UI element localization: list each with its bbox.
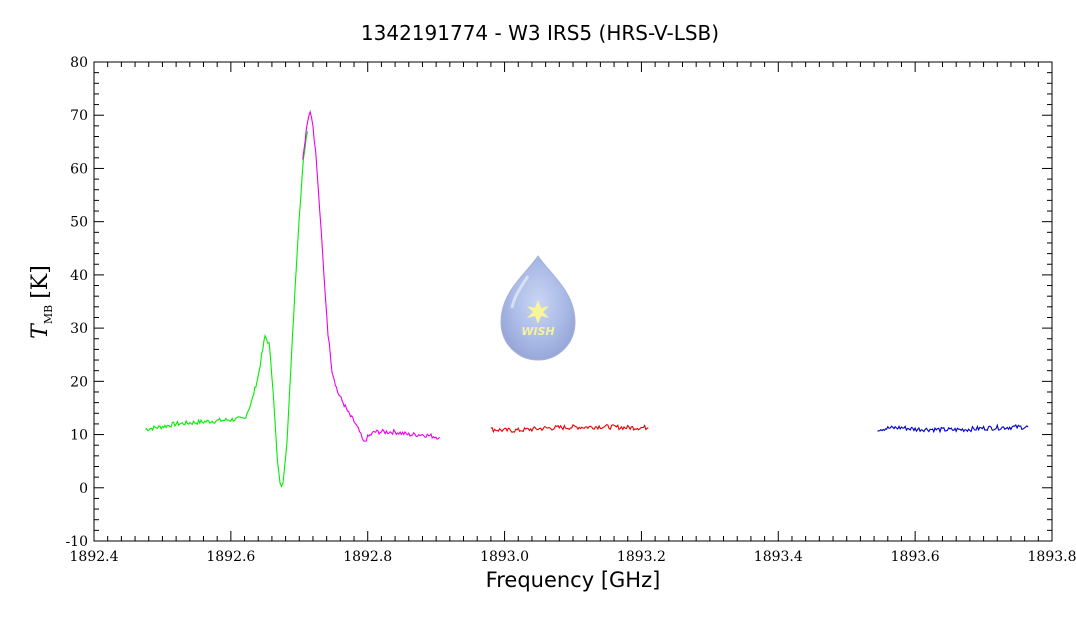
- y-tick-label: 10: [70, 428, 88, 444]
- y-axis-subscript: MB: [42, 305, 55, 324]
- x-tick-label: 1893.0: [480, 549, 529, 565]
- wish-logo: WISH: [500, 255, 576, 361]
- y-tick-label: 0: [79, 481, 88, 497]
- x-tick-label: 1893.4: [754, 549, 803, 565]
- svg-text:TMB[K]: TMB [K]: [28, 265, 55, 339]
- x-tick-label: 1892.4: [70, 549, 119, 565]
- y-tick-label: 50: [70, 215, 88, 231]
- x-tick-label: 1893.8: [1028, 549, 1076, 565]
- x-tick-label: 1892.8: [343, 549, 392, 565]
- y-tick-label: 20: [70, 374, 88, 390]
- star-icon: [527, 300, 549, 324]
- wish-logo-text: WISH: [521, 325, 554, 338]
- y-tick-label: 70: [70, 108, 88, 124]
- y-tick-labels: -10 0 10 20 30 40 50 60 70 80: [65, 55, 88, 550]
- drop-highlight-icon: [510, 275, 530, 309]
- y-axis-symbol: T: [28, 322, 53, 339]
- plot-frame: [93, 61, 1053, 542]
- x-tick-label: 1892.6: [206, 549, 255, 565]
- series-line-3: [490, 423, 649, 434]
- axis-ticks: [93, 61, 1053, 542]
- x-axis-label: Frequency [GHz]: [486, 568, 661, 592]
- x-tick-label: 1893.6: [891, 549, 940, 565]
- y-tick-label: 30: [70, 321, 88, 337]
- x-tick-label: 1893.2: [617, 549, 666, 565]
- series-line-4: [877, 423, 1029, 434]
- y-axis-unit: [K]: [28, 265, 53, 299]
- x-tick-labels: 1892.4 1892.6 1892.8 1893.0 1893.2 1893.4 1893…: [70, 549, 1076, 565]
- series-line-2: [302, 109, 441, 442]
- y-tick-label: 80: [70, 55, 88, 71]
- chart-title: 1342191774 - W3 IRS5 (HRS-V-LSB): [361, 21, 719, 45]
- y-tick-label: -10: [65, 534, 88, 550]
- y-tick-label: 40: [70, 268, 88, 284]
- y-tick-label: 60: [70, 161, 88, 177]
- series-line-1: [145, 131, 309, 488]
- series-group: [145, 109, 1029, 488]
- y-axis-label: TMB [K]: [28, 265, 55, 339]
